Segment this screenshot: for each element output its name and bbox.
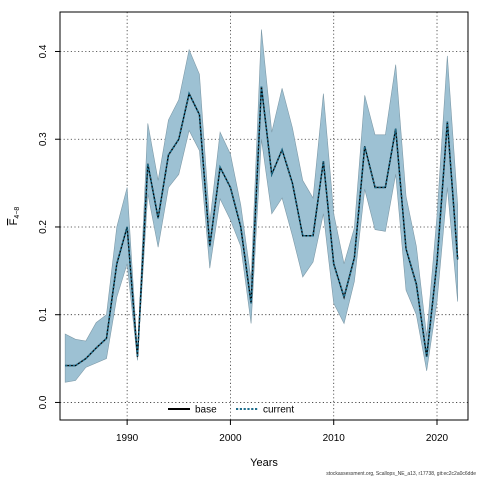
y-tick-label-1: 0.1	[38, 307, 49, 321]
series-line-current	[65, 86, 459, 367]
legend-label-base: base	[195, 405, 217, 416]
confidence-band-layer	[64, 29, 458, 383]
legend: base current	[168, 405, 294, 416]
x-tick-label-2000: 2000	[219, 433, 242, 444]
y-axis-label-main: F	[8, 218, 20, 225]
x-axis-label: Years	[250, 457, 278, 469]
y-axis-ticks: 0.0 0.1 0.2 0.3 0.4	[38, 44, 60, 409]
legend-label-current: current	[263, 405, 294, 416]
x-tick-label-1990: 1990	[116, 433, 139, 444]
y-axis-label: F4−8	[8, 207, 21, 226]
series-lines	[65, 86, 459, 367]
footer-watermark: stockassessment.org, Scallops_NE_a13, r1…	[326, 471, 476, 477]
y-tick-label-3: 0.3	[38, 132, 49, 146]
x-axis-ticks: 1990 2000 2010 2020	[116, 420, 449, 444]
svg-text:F4−8: F4−8	[8, 207, 21, 226]
plot-frame	[59, 11, 469, 421]
y-axis-label-subscript: 4−8	[14, 207, 21, 219]
y-tick-label-2: 0.2	[38, 220, 49, 234]
x-tick-label-2020: 2020	[426, 433, 449, 444]
x-tick-label-2010: 2010	[323, 433, 346, 444]
y-tick-label-0: 0.0	[38, 395, 49, 409]
y-tick-label-4: 0.4	[38, 44, 49, 58]
confidence-band	[64, 29, 458, 383]
